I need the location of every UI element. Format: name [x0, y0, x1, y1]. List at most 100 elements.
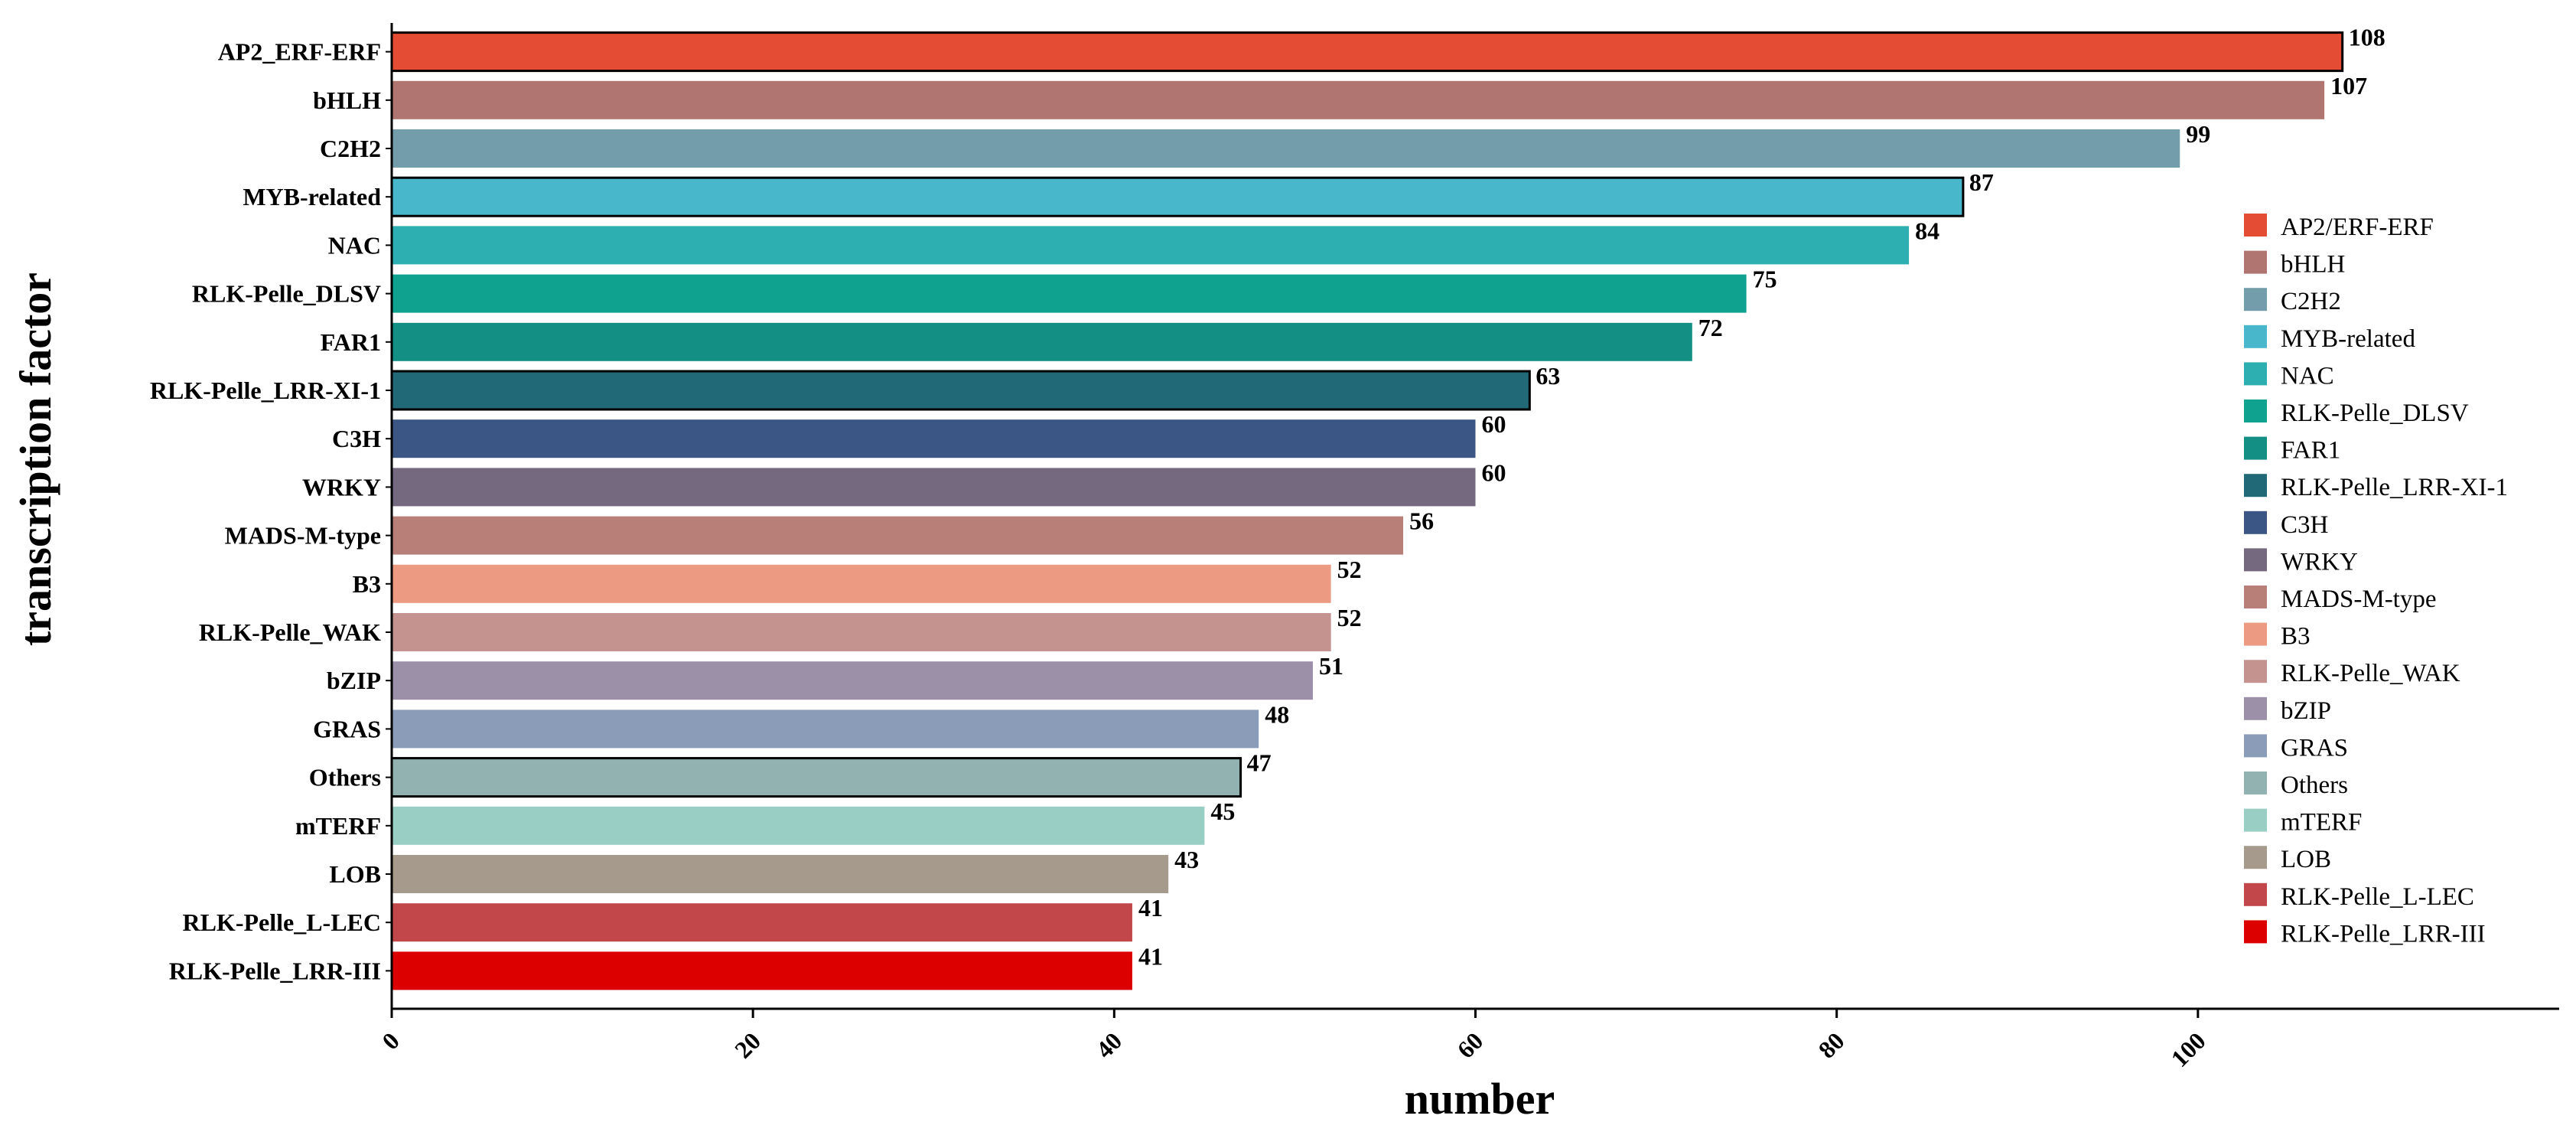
- value-label: 41: [1138, 942, 1163, 970]
- bar-rlk-pelle-dlsv: [392, 274, 1747, 313]
- category-label: MADS-M-type: [225, 522, 381, 550]
- value-label: 41: [1138, 894, 1163, 922]
- bar-rlk-pelle-l-lec: [392, 903, 1132, 942]
- category-label: WRKY: [302, 473, 381, 501]
- category-label: mTERF: [295, 812, 381, 840]
- legend-label: RLK-Pelle_LRR-XI-1: [2281, 474, 2508, 501]
- legend-label: LOB: [2281, 846, 2331, 873]
- bar-gras: [392, 710, 1259, 749]
- legend-swatch: [2244, 474, 2267, 497]
- value-label: 52: [1337, 556, 1362, 583]
- legend-swatch: [2244, 511, 2267, 534]
- legend-swatch: [2244, 214, 2267, 237]
- bar-rlk-pelle-wak: [392, 613, 1331, 651]
- legend-label: MADS-M-type: [2281, 586, 2437, 613]
- value-label: 99: [2186, 120, 2210, 148]
- legend-swatch: [2244, 772, 2267, 794]
- category-labels: AP2_ERF-ERF bHLH C2H2 MYB-related NAC RLK-Pel…: [150, 38, 392, 984]
- x-axis-title: number: [1405, 1074, 1555, 1124]
- x-tick-label: 40: [1090, 1026, 1127, 1063]
- legend-label: GRAS: [2281, 734, 2348, 762]
- value-label: 72: [1698, 314, 1723, 341]
- x-tick-label: 20: [729, 1026, 766, 1063]
- legend-swatch: [2244, 586, 2267, 608]
- x-tick-label: 60: [1451, 1026, 1488, 1063]
- legend-swatch: [2244, 660, 2267, 683]
- category-label: Others: [309, 764, 381, 791]
- y-axis-title: transcription factor: [11, 272, 60, 646]
- value-label: 108: [2349, 24, 2385, 51]
- bar-nac: [392, 226, 1910, 265]
- value-label: 63: [1536, 362, 1560, 390]
- legend-swatch: [2244, 696, 2267, 720]
- category-label: B3: [353, 570, 381, 598]
- bar-lob: [392, 855, 1169, 893]
- legend-label: bHLH: [2281, 251, 2345, 279]
- legend-swatch: [2244, 400, 2267, 422]
- value-label: 87: [1969, 168, 1994, 196]
- value-label: 51: [1319, 652, 1343, 680]
- legend-swatch: [2244, 920, 2267, 944]
- legend-label: C3H: [2281, 511, 2328, 539]
- category-label: LOB: [329, 860, 381, 888]
- legend-swatch: [2244, 882, 2267, 906]
- category-label: RLK-Pelle_L-LEC: [182, 909, 381, 936]
- value-label: 84: [1915, 217, 1939, 244]
- legend-label: Others: [2281, 772, 2348, 799]
- bar-far1: [392, 322, 1692, 361]
- legend-label: mTERF: [2281, 809, 2362, 837]
- category-label: MYB-related: [243, 183, 381, 210]
- value-label: 52: [1337, 604, 1362, 631]
- category-label: RLK-Pelle_LRR-XI-1: [150, 377, 381, 404]
- legend-swatch: [2244, 325, 2267, 348]
- bar-c2h2: [392, 129, 2180, 168]
- value-label: 48: [1265, 700, 1289, 728]
- legend-swatch: [2244, 622, 2267, 646]
- legend: AP2/ERF-ERF bHLH C2H2 MYB-related NAC RLK-Pel…: [2244, 214, 2508, 948]
- bar-rlk-pelle-lrr-iii: [392, 951, 1132, 990]
- legend-swatch: [2244, 288, 2267, 312]
- category-label: AP2_ERF-ERF: [218, 38, 381, 66]
- category-label: bZIP: [327, 667, 381, 694]
- value-label: 75: [1753, 266, 1777, 293]
- legend-swatch: [2244, 362, 2267, 386]
- value-labels: 108 107 99 87 84 75 72 63 60 60 56 52 52 51 48 47 45 43 41…: [1138, 24, 2385, 971]
- legend-swatch: [2244, 250, 2267, 274]
- value-label: 107: [2330, 72, 2367, 99]
- legend-label: AP2/ERF-ERF: [2281, 214, 2434, 241]
- legend-swatch: [2244, 808, 2267, 832]
- category-label: FAR1: [321, 328, 381, 356]
- bar-mterf: [392, 806, 1205, 845]
- bar-others: [390, 757, 1242, 798]
- value-label: 56: [1409, 507, 1434, 535]
- category-label: RLK-Pelle_LRR-III: [169, 957, 381, 984]
- legend-label: NAC: [2281, 362, 2334, 390]
- x-tick-label: 0: [376, 1026, 405, 1055]
- legend-label: RLK-Pelle_DLSV: [2281, 400, 2469, 427]
- bar-myb-related: [390, 176, 1965, 217]
- bar-rlk-pelle-lrr-xi-1: [390, 370, 1531, 411]
- bars-group: [390, 31, 2344, 990]
- category-label: C2H2: [320, 135, 381, 162]
- legend-swatch: [2244, 734, 2267, 758]
- legend-label: RLK-Pelle_LRR-III: [2281, 920, 2486, 948]
- legend-label: WRKY: [2281, 548, 2358, 576]
- x-tick-label: 100: [2165, 1026, 2210, 1072]
- category-label: NAC: [328, 231, 381, 259]
- legend-swatch: [2244, 436, 2267, 460]
- legend-label: FAR1: [2281, 437, 2340, 465]
- category-label: bHLH: [313, 86, 381, 114]
- x-tick-label: 80: [1813, 1026, 1850, 1063]
- bar-bhlh: [392, 80, 2325, 119]
- x-axis-ticks: 0 20 40 60 80 100: [376, 1009, 2211, 1072]
- legend-label: bZIP: [2281, 697, 2331, 725]
- bar-mads-m-type: [392, 516, 1404, 555]
- bar-c3h: [392, 419, 1476, 458]
- value-label: 47: [1247, 749, 1272, 777]
- category-label: RLK-Pelle_DLSV: [192, 280, 381, 308]
- bar-wrky: [392, 468, 1476, 507]
- legend-label: RLK-Pelle_L-LEC: [2281, 883, 2474, 911]
- value-label: 45: [1210, 798, 1235, 825]
- value-label: 60: [1482, 458, 1506, 486]
